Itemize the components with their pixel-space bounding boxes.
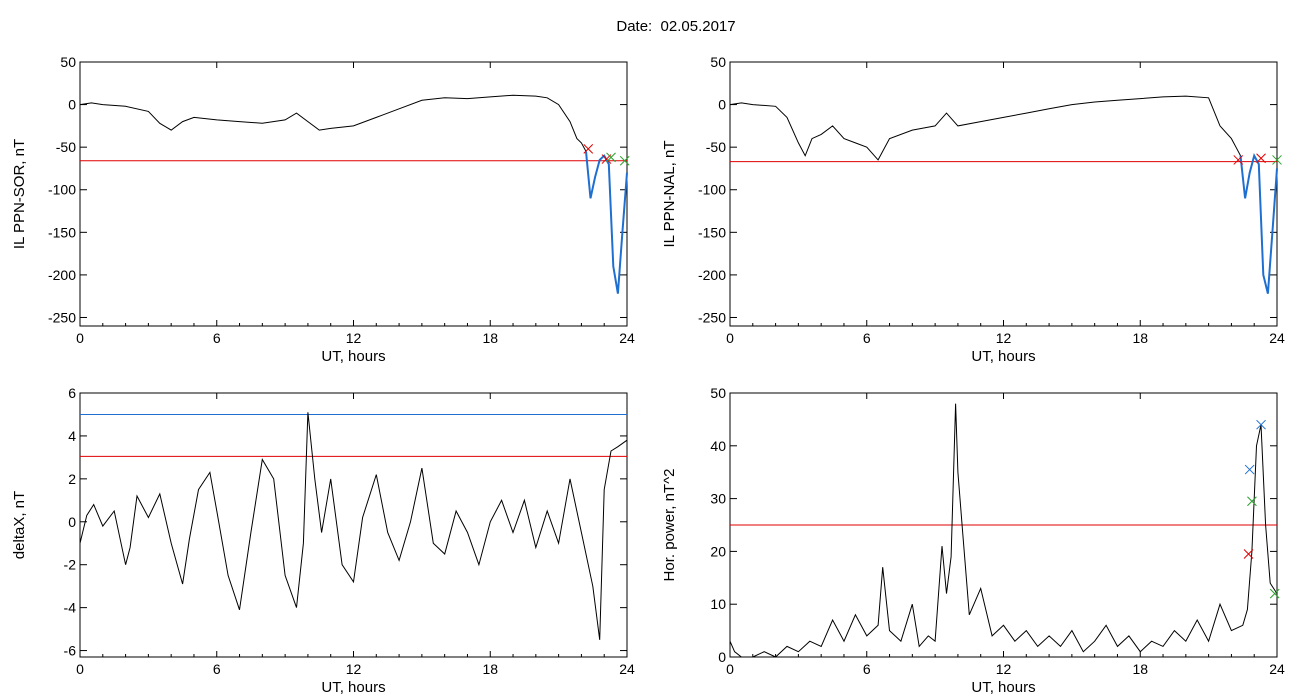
x-tick-label: 24: [619, 661, 635, 677]
y-tick-label: 0: [718, 649, 726, 665]
y-tick-label: 50: [710, 54, 726, 70]
figure-title: Date: 02.05.2017: [616, 18, 736, 35]
x-tick-label: 12: [996, 661, 1012, 677]
cross-marker: [1272, 155, 1282, 165]
y-tick-label: 0: [718, 97, 726, 113]
x-tick-label: 0: [76, 330, 84, 346]
y-tick-label: 0: [68, 514, 76, 530]
cross-marker: [619, 155, 630, 166]
x-axis-label: UT, hours: [321, 348, 385, 365]
y-tick-label: 0: [68, 97, 76, 113]
panel-il-ppn-nal: 0 6 12 18 24 50 0 -50 -100 -150 -200 -250 UT, hours I…: [661, 54, 1285, 365]
y-tick-label: 6: [68, 385, 76, 401]
y-tick-label: -100: [48, 182, 76, 198]
x-axis-label: UT, hours: [321, 679, 385, 696]
cross-marker: [1244, 464, 1255, 475]
y-axis-label: IL PPN-NAL, nT: [661, 141, 678, 248]
y-axis-label: deltaX, nT: [11, 491, 28, 559]
x-axis-label: UT, hours: [971, 348, 1035, 365]
cross-marker: [1233, 155, 1244, 165]
x-axis-label: UT, hours: [971, 679, 1035, 696]
x-tick-label: 0: [726, 330, 734, 346]
x-tick-label: 0: [726, 661, 734, 677]
x-tick-label: 12: [996, 330, 1012, 346]
y-tick-label: 10: [710, 596, 726, 612]
series-line: [729, 403, 1278, 658]
x-tick-label: 24: [619, 330, 635, 346]
series-line: [729, 95, 1278, 294]
y-tick-label: -150: [48, 224, 76, 240]
cross-marker: [583, 144, 594, 154]
plot-frame: [79, 392, 628, 658]
x-tick-label: 18: [482, 330, 498, 346]
y-tick-label: -200: [48, 267, 76, 283]
cross-marker: [1256, 153, 1266, 164]
plot-frame: [729, 61, 1278, 327]
x-tick-label: 0: [76, 661, 84, 677]
x-tick-label: 18: [1132, 661, 1148, 677]
y-tick-label: -6: [64, 643, 77, 659]
series-highlight: [585, 151, 628, 294]
x-tick-label: 24: [1269, 661, 1285, 677]
y-tick-label: -150: [698, 224, 726, 240]
x-tick-label: 12: [346, 661, 362, 677]
y-tick-label: 20: [710, 543, 726, 559]
y-tick-label: 40: [710, 438, 726, 454]
y-axis-label: Hor. power, nT^2: [661, 469, 678, 582]
y-tick-label: -100: [698, 182, 726, 198]
y-tick-label: 2: [68, 471, 76, 487]
x-tick-label: 12: [346, 330, 362, 346]
x-tick-label: 6: [863, 330, 871, 346]
y-tick-label: -50: [706, 139, 726, 155]
x-tick-label: 18: [1132, 330, 1148, 346]
plot-frame: [79, 61, 628, 327]
y-tick-label: 50: [60, 54, 76, 70]
series-line: [79, 412, 628, 640]
y-tick-label: -200: [698, 267, 726, 283]
cross-marker: [1247, 496, 1257, 507]
panel-deltax: 0 6 12 18 24 6 4 2 0 -2 -4 -6 UT, hours deltaX, nT: [11, 385, 635, 696]
cross-marker: [1243, 549, 1254, 559]
x-tick-label: 6: [863, 661, 871, 677]
y-tick-label: -2: [64, 557, 77, 573]
y-tick-label: 30: [710, 491, 726, 507]
panel-hor-power: 0 6 12 18 24 50 40 30 20 10 0 UT, hours Hor. power, …: [661, 385, 1285, 696]
y-tick-label: -250: [48, 309, 76, 325]
x-tick-label: 18: [482, 661, 498, 677]
series-highlight: [1239, 153, 1278, 294]
cross-marker: [1256, 419, 1266, 430]
y-tick-label: 4: [68, 428, 76, 444]
x-tick-label: 6: [213, 330, 221, 346]
y-axis-label: IL PPN-SOR, nT: [11, 139, 28, 249]
y-tick-label: -4: [64, 600, 77, 616]
y-tick-label: -50: [56, 139, 76, 155]
panel-il-ppn-sor: 0 6 12 18 24 50 0 -50 -100 -150 -200 -250 UT, hours I…: [11, 54, 635, 365]
series-line: [79, 94, 628, 294]
cross-marker: [1269, 588, 1280, 599]
y-tick-label: -250: [698, 309, 726, 325]
cross-marker: [606, 152, 616, 163]
x-tick-label: 24: [1269, 330, 1285, 346]
y-tick-label: 50: [710, 385, 726, 401]
x-tick-label: 6: [213, 661, 221, 677]
